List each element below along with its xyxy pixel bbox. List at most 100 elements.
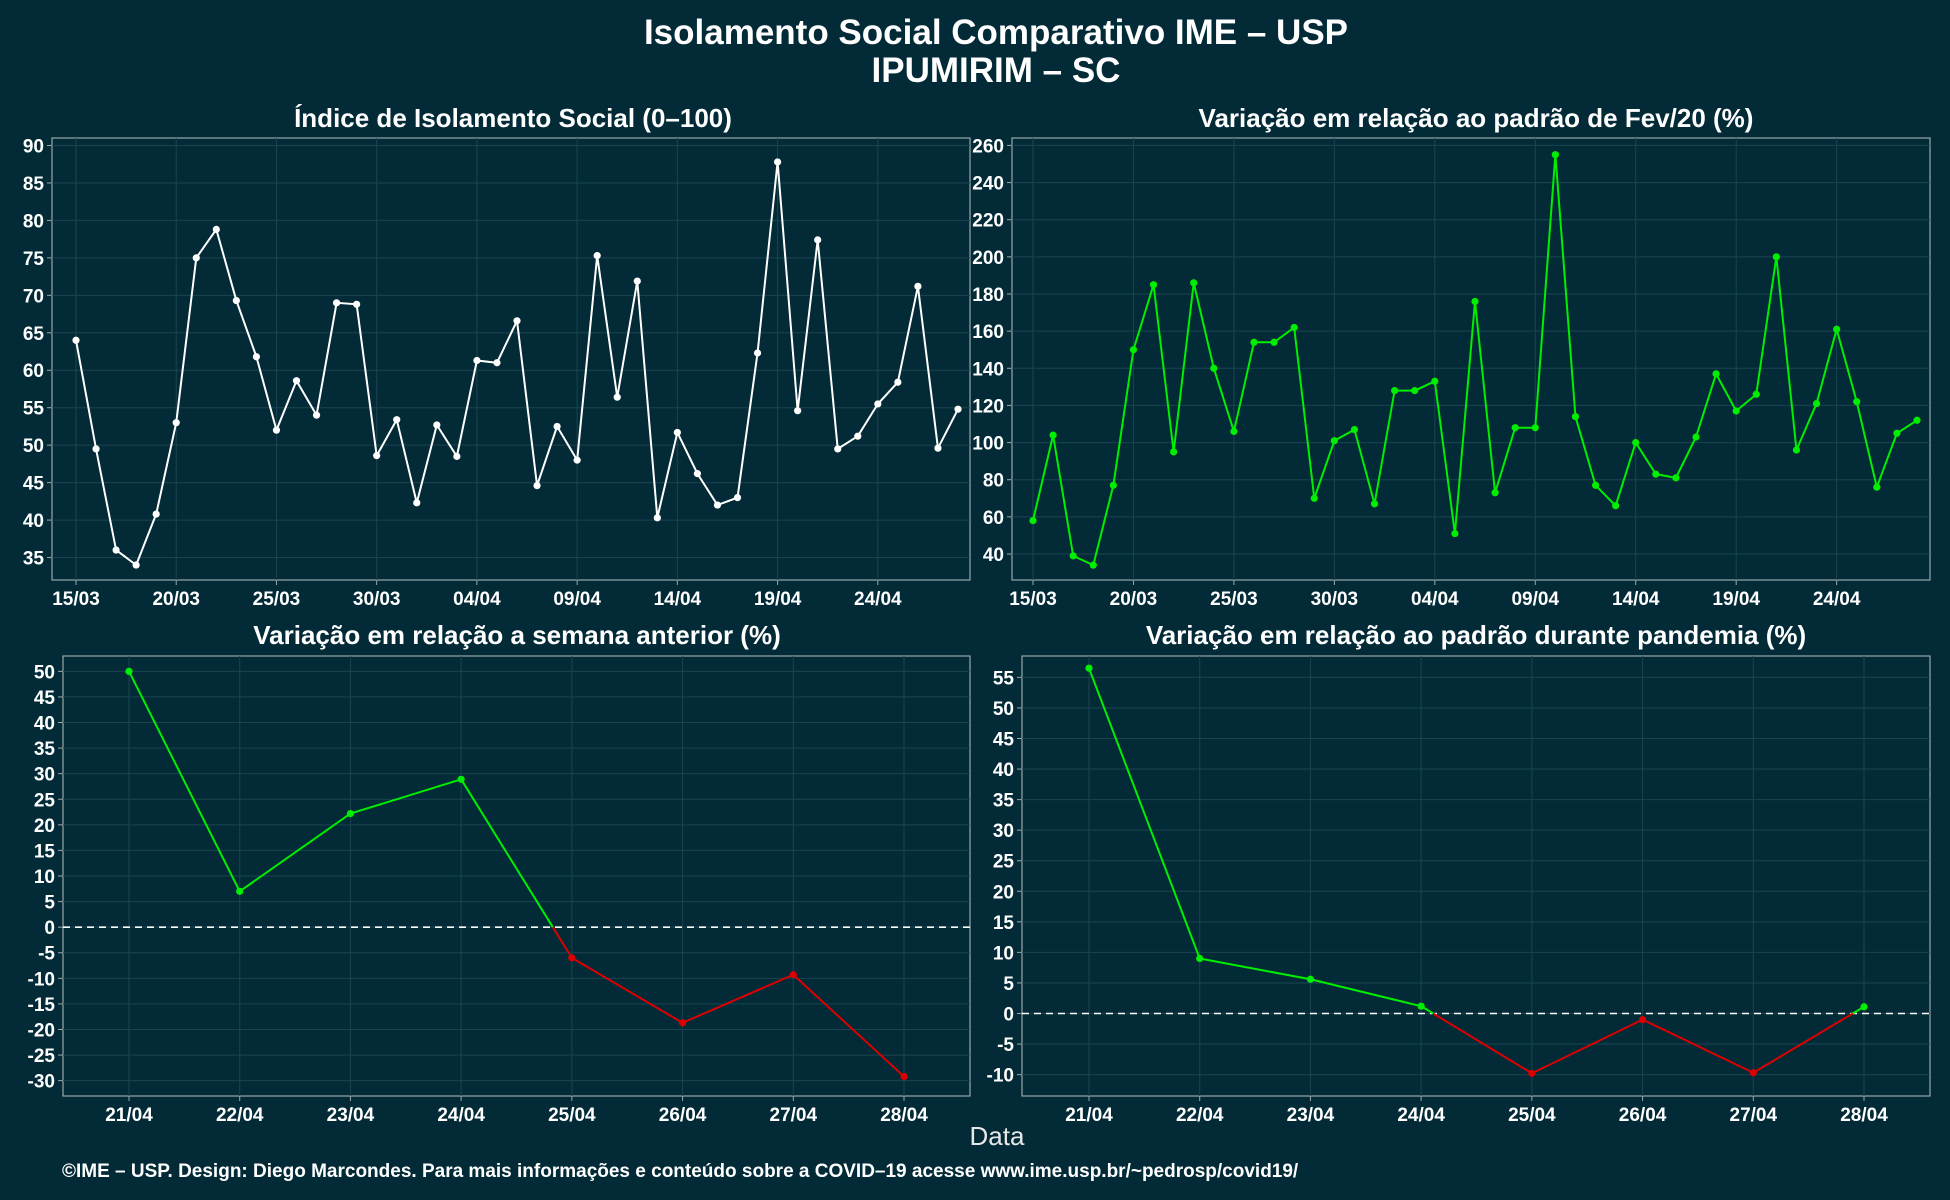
y-tick-label: 50 [23,436,44,457]
series-segment [1642,1018,1754,1074]
tick-labels: 35 40 45 50 55 60 65 70 75 80 85 90 15/03 20/03 25/03 3… [23,136,902,610]
data-point [1612,502,1620,510]
data-point [453,452,461,460]
series-segment [682,973,794,1024]
y-tick-label: -10 [28,969,55,990]
data-point [1417,1002,1425,1010]
tick-labels: -30 -25 -20 -15 -10 -5 0 5 10 15 20 25 30 35 40 45 50 21/… [28,662,929,1126]
data-point [172,419,180,427]
x-tick-label: 09/04 [553,589,601,610]
x-tick-label: 09/04 [1511,589,1559,610]
grid-lines [58,656,970,1101]
y-tick-label: 40 [34,714,55,735]
series-segment [1310,978,1422,1008]
x-tick-label: 19/04 [754,589,802,610]
x-tick-label: 15/03 [1009,589,1057,610]
x-tick-label: 04/04 [1411,589,1459,610]
y-tick-label: -10 [987,1066,1014,1087]
data-point [1129,346,1138,354]
x-tick-label: 24/04 [437,1105,485,1126]
data-point [1190,279,1198,287]
data-point [332,299,341,307]
x-tick-label: 25/03 [1210,589,1258,610]
data-point [894,378,902,386]
x-tick-label: 14/04 [654,589,702,610]
y-tick-label: 240 [972,174,1004,195]
data-point [954,405,962,413]
y-tick-label: -20 [28,1020,55,1041]
x-tick-label: 25/03 [253,589,301,610]
data-point [513,317,521,325]
data-point [493,359,501,367]
y-tick-label: 85 [23,174,45,195]
y-tick-label: 25 [993,852,1015,873]
data-point [1270,338,1278,346]
y-tick-label: 35 [23,549,45,570]
data-marks [1029,151,1921,569]
data-marks [72,158,962,569]
data-point [1853,398,1861,406]
data-point [1230,427,1238,436]
y-tick-label: -30 [28,1072,55,1093]
panel-title: Variação em relação a semana anterior (%… [253,620,781,650]
data-point [1491,489,1499,497]
data-point [1391,386,1399,395]
y-tick-label: 50 [34,662,55,683]
data-point [353,300,361,308]
data-point [473,356,481,365]
panel-title: Variação em relação ao padrão de Fev/20 … [1199,103,1754,133]
data-point [1109,481,1117,489]
data-point [1511,424,1519,432]
data-point [693,470,702,478]
series-segment [551,926,573,959]
y-tick-label: 120 [972,396,1004,417]
x-tick-label: 24/04 [1397,1105,1445,1126]
data-point [1692,433,1700,441]
data-point [653,514,661,522]
x-tick-label: 21/04 [105,1105,153,1126]
data-point [753,349,762,357]
y-tick-label: 20 [34,816,55,837]
series-segment [571,956,684,1024]
data-point [393,416,401,424]
panel-variation-pandemic-pattern: Variação em relação ao padrão durante pa… [987,620,1931,1126]
series-segment [1088,667,1201,959]
data-point [212,225,220,233]
y-tick-label: 260 [972,136,1004,157]
data-point [1752,390,1760,398]
chart-subtitle: IPUMIRIM – SC [872,51,1121,90]
x-tick-label: 26/04 [659,1105,707,1126]
plot-area [51,137,971,581]
data-marks [1022,664,1930,1077]
series-segment [792,974,905,1078]
data-point [1170,448,1178,456]
data-point [1772,253,1780,261]
data-point [1792,446,1801,454]
data-point [673,428,681,437]
data-point [272,426,281,434]
data-point [1531,424,1539,432]
data-point [1049,431,1057,439]
data-point [568,954,576,962]
x-tick-label: 25/04 [548,1105,596,1126]
panel-isolation-index: Índice de Isolamento Social (0–100) 35 40… [23,103,971,610]
y-tick-label: 35 [993,791,1015,812]
data-point [1528,1069,1536,1077]
x-tick-label: 22/04 [1176,1105,1224,1126]
x-tick-label: 28/04 [1840,1105,1888,1126]
data-point [413,499,421,507]
y-tick-label: 35 [34,739,56,760]
data-point [593,252,601,260]
data-point [1350,425,1359,434]
y-tick-label: -5 [997,1035,1014,1056]
x-tick-label: 25/04 [1508,1105,1556,1126]
data-point [1632,438,1640,447]
data-point [1431,377,1439,385]
y-tick-label: 220 [972,211,1004,232]
data-point [934,444,942,452]
data-point [1330,437,1338,445]
x-tick-label: 20/03 [1110,589,1158,610]
y-tick-label: 80 [983,471,1004,492]
data-point [1812,399,1821,408]
